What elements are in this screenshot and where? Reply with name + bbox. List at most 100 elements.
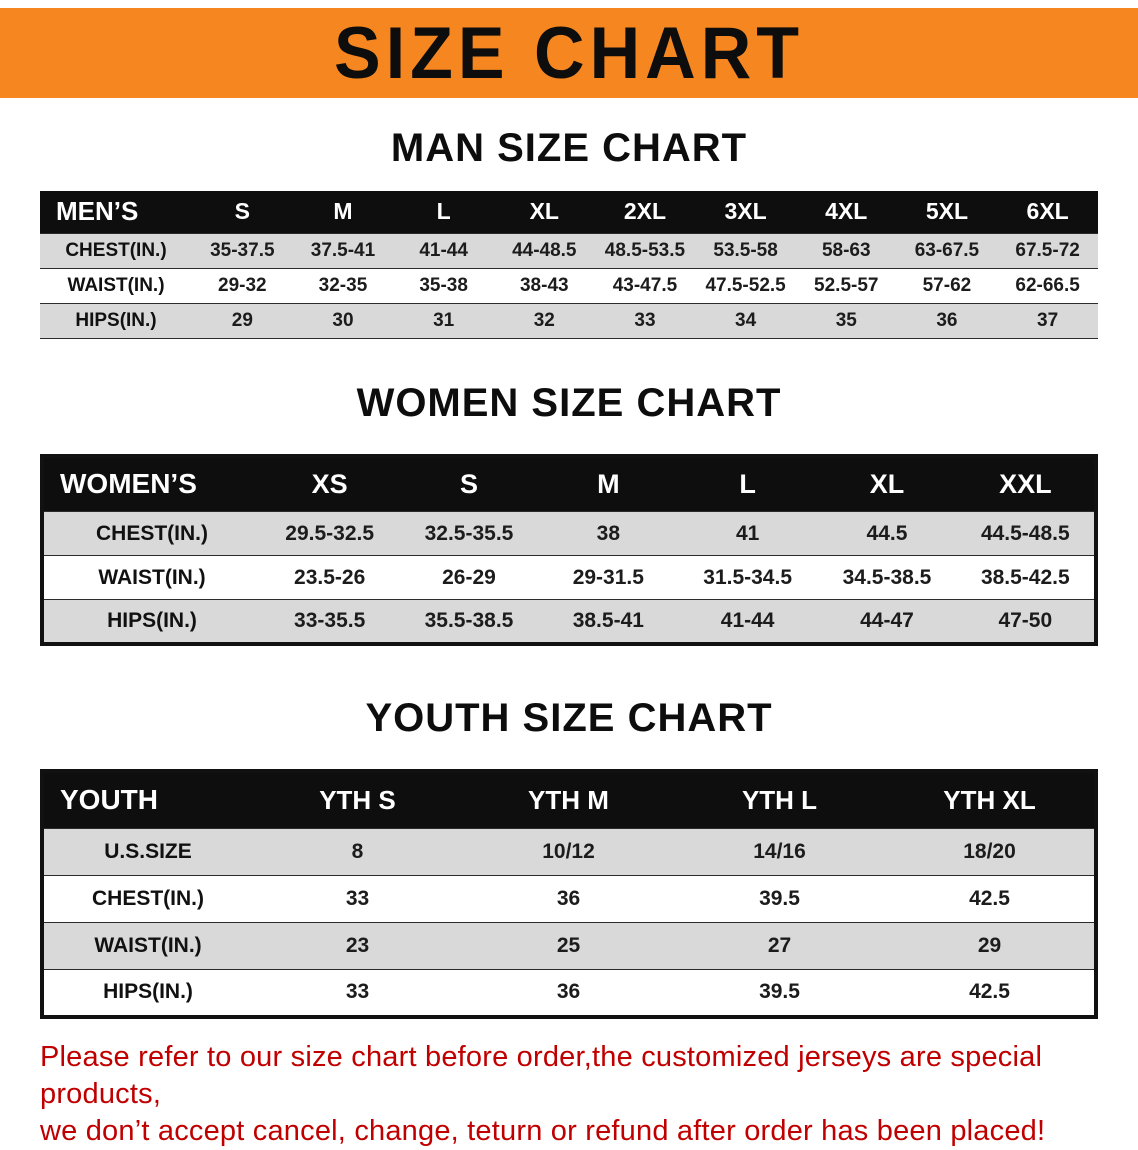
value-cell: 36	[896, 302, 998, 339]
value-cell: 34.5-38.5	[817, 555, 957, 600]
value-cell: 23.5-26	[260, 555, 400, 600]
value-cell: 42.5	[885, 875, 1096, 923]
value-cell: 38-43	[493, 267, 595, 304]
section-men: MAN SIZE CHART MEN’S S M L XL 2XL 3XL 4XL 5XL 6XL…	[0, 126, 1138, 339]
row-label-cell: WAIST(IN.)	[42, 555, 260, 600]
table-row: WAIST(IN.) 29-32 32-35 35-38 38-43 43-47.5 47.…	[40, 267, 1098, 304]
value-cell: 39.5	[674, 875, 885, 923]
disclaimer-line-1: Please refer to our size chart before or…	[40, 1040, 1043, 1110]
value-cell: 44-48.5	[493, 232, 595, 269]
value-cell: 38.5-42.5	[956, 555, 1096, 600]
value-cell: 41	[677, 511, 818, 556]
value-cell: 29-32	[192, 267, 293, 304]
women-size-table: WOMEN’S XS S M L XL XXL CHEST(IN.) 29.5-32.5 32.…	[40, 453, 1098, 646]
table-size-header: 6XL	[997, 191, 1098, 233]
men-table-body: CHEST(IN.) 35-37.5 37.5-41 41-44 44-48.5 48.5…	[40, 232, 1098, 339]
section-youth: YOUTH SIZE CHART YOUTH YTH S YTH M YTH L YTH…	[0, 696, 1138, 1019]
value-cell: 37.5-41	[292, 232, 394, 269]
value-cell: 38.5-41	[538, 599, 678, 644]
table-size-header: YTH M	[463, 770, 674, 829]
value-cell: 36	[463, 875, 674, 923]
value-cell: 14/16	[674, 828, 885, 876]
row-label-cell: U.S.SIZE	[42, 828, 252, 876]
row-label-cell: HIPS(IN.)	[40, 302, 192, 339]
value-cell: 52.5-57	[795, 267, 897, 304]
value-cell: 32.5-35.5	[399, 511, 539, 556]
value-cell: 23	[252, 922, 463, 970]
value-cell: 62-66.5	[997, 267, 1098, 304]
value-cell: 31	[393, 302, 494, 339]
row-label-cell: CHEST(IN.)	[40, 232, 192, 269]
men-table-header-row: MEN’S S M L XL 2XL 3XL 4XL 5XL 6XL	[40, 191, 1098, 233]
table-size-header: 5XL	[896, 191, 998, 233]
row-label-cell: WAIST(IN.)	[42, 922, 252, 970]
value-cell: 41-44	[393, 232, 494, 269]
row-label-cell: HIPS(IN.)	[42, 599, 260, 644]
table-category-header: MEN’S	[40, 191, 192, 233]
value-cell: 44-47	[817, 599, 957, 644]
women-table-header-row: WOMEN’S XS S M L XL XXL	[42, 455, 1096, 512]
value-cell: 44.5	[817, 511, 957, 556]
value-cell: 43-47.5	[594, 267, 696, 304]
table-row: WAIST(IN.) 23.5-26 26-29 29-31.5 31.5-34.5 34…	[42, 555, 1096, 600]
value-cell: 35-37.5	[192, 232, 293, 269]
women-table-body: CHEST(IN.) 29.5-32.5 32.5-35.5 38 41 44.5 44.5…	[42, 511, 1096, 644]
value-cell: 41-44	[677, 599, 818, 644]
value-cell: 47-50	[956, 599, 1096, 644]
value-cell: 33	[594, 302, 696, 339]
value-cell: 33	[252, 875, 463, 923]
women-section-heading: WOMEN SIZE CHART	[356, 380, 782, 425]
value-cell: 29.5-32.5	[260, 511, 400, 556]
section-women: WOMEN SIZE CHART WOMEN’S XS S M L XL XXL CHEST…	[0, 381, 1138, 646]
value-cell: 36	[463, 969, 674, 1017]
table-row: U.S.SIZE 8 10/12 14/16 18/20	[42, 828, 1096, 876]
table-size-header: 4XL	[795, 191, 897, 233]
value-cell: 57-62	[896, 267, 998, 304]
value-cell: 47.5-52.5	[695, 267, 796, 304]
banner: SIZE CHART	[0, 8, 1138, 98]
value-cell: 63-67.5	[896, 232, 998, 269]
table-size-header: 2XL	[594, 191, 696, 233]
value-cell: 33-35.5	[260, 599, 400, 644]
value-cell: 10/12	[463, 828, 674, 876]
table-size-header: XL	[493, 191, 595, 233]
youth-table-header-row: YOUTH YTH S YTH M YTH L YTH XL	[42, 770, 1096, 829]
value-cell: 29	[192, 302, 293, 339]
table-row: CHEST(IN.) 33 36 39.5 42.5	[42, 875, 1096, 923]
disclaimer: Please refer to our size chart before or…	[40, 1039, 1100, 1150]
table-size-header: 3XL	[695, 191, 796, 233]
table-row: HIPS(IN.) 33-35.5 35.5-38.5 38.5-41 41-44 44-…	[42, 599, 1096, 644]
table-size-header: M	[538, 455, 678, 512]
men-section-heading: MAN SIZE CHART	[390, 126, 748, 170]
table-row: CHEST(IN.) 35-37.5 37.5-41 41-44 44-48.5 48.5…	[40, 232, 1098, 269]
value-cell: 42.5	[885, 969, 1096, 1017]
youth-section-heading: YOUTH SIZE CHART	[365, 695, 773, 740]
value-cell: 32-35	[292, 267, 394, 304]
value-cell: 35	[795, 302, 897, 339]
value-cell: 53.5-58	[695, 232, 796, 269]
value-cell: 29	[885, 922, 1096, 970]
value-cell: 34	[695, 302, 796, 339]
youth-table-body: U.S.SIZE 8 10/12 14/16 18/20 CHEST(IN.) 33 36 39…	[42, 828, 1096, 1017]
table-size-header: XXL	[956, 455, 1096, 512]
value-cell: 67.5-72	[997, 232, 1098, 269]
value-cell: 31.5-34.5	[677, 555, 818, 600]
value-cell: 8	[252, 828, 463, 876]
value-cell: 44.5-48.5	[956, 511, 1096, 556]
value-cell: 29-31.5	[538, 555, 678, 600]
value-cell: 18/20	[885, 828, 1096, 876]
value-cell: 48.5-53.5	[594, 232, 696, 269]
value-cell: 38	[538, 511, 678, 556]
value-cell: 35.5-38.5	[399, 599, 539, 644]
value-cell: 32	[493, 302, 595, 339]
table-size-header: S	[192, 191, 293, 233]
row-label-cell: HIPS(IN.)	[42, 969, 252, 1017]
table-size-header: XS	[260, 455, 400, 512]
value-cell: 35-38	[393, 267, 494, 304]
table-size-header: L	[677, 455, 818, 512]
size-chart-page: SIZE CHART MAN SIZE CHART MEN’S S M L XL 2XL 3…	[0, 8, 1138, 1147]
value-cell: 33	[252, 969, 463, 1017]
value-cell: 27	[674, 922, 885, 970]
youth-size-table: YOUTH YTH S YTH M YTH L YTH XL U.S.SIZE 8 10/1…	[40, 768, 1098, 1019]
value-cell: 26-29	[399, 555, 539, 600]
